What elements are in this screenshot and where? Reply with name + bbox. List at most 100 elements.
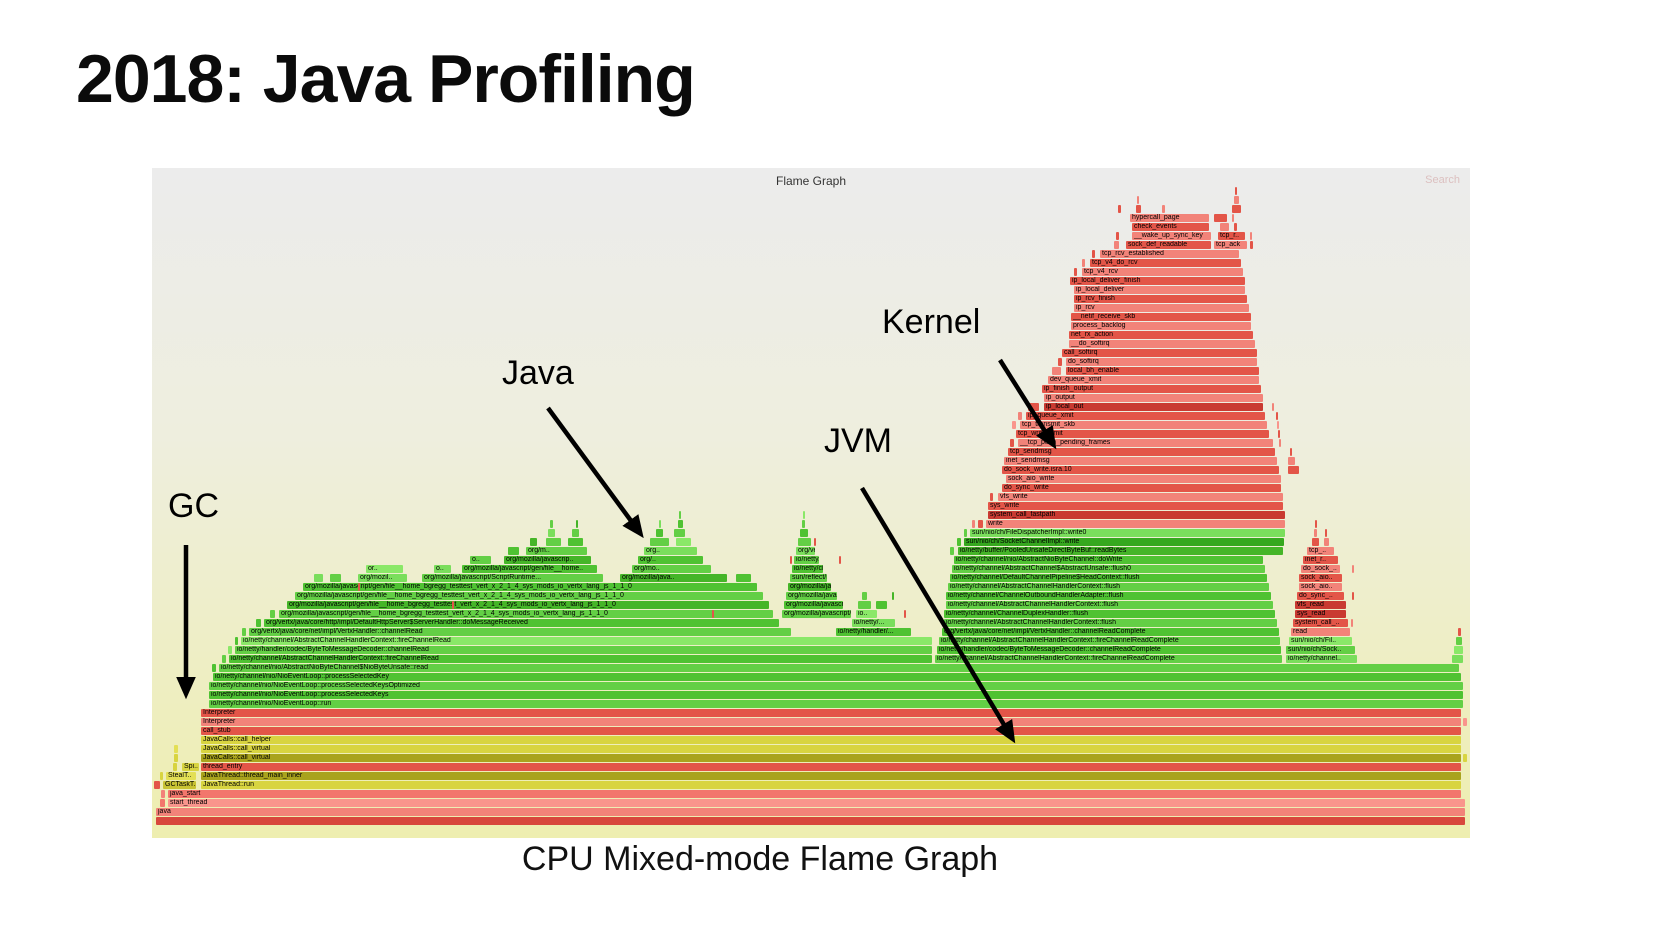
flame-frame[interactable]: io/netty/channel/nio/NioEventLoop::proce… bbox=[209, 691, 1463, 700]
flame-frame[interactable] bbox=[222, 655, 226, 664]
flame-frame[interactable]: tcp_rcv_established bbox=[1100, 250, 1239, 259]
flame-frame[interactable] bbox=[790, 556, 792, 565]
flame-frame[interactable]: inet_sendmsg bbox=[1004, 457, 1277, 466]
flame-frame[interactable] bbox=[1290, 448, 1292, 457]
flame-frame[interactable] bbox=[242, 628, 246, 637]
flame-frame[interactable]: hypercall_page bbox=[1130, 214, 1209, 223]
flame-frame[interactable] bbox=[548, 529, 555, 538]
flame-frame[interactable]: call_softirq bbox=[1062, 349, 1257, 358]
flame-frame[interactable]: __netif_receive_skb bbox=[1071, 313, 1251, 322]
flame-frame[interactable] bbox=[839, 556, 841, 565]
flame-frame[interactable] bbox=[676, 538, 691, 547]
flame-frame[interactable]: org/vertx/java/core/net/impl/VertxHandle… bbox=[249, 628, 791, 637]
flame-frame[interactable] bbox=[674, 529, 685, 538]
flame-frame[interactable]: Spi.. bbox=[182, 763, 199, 772]
flame-frame[interactable] bbox=[174, 754, 178, 763]
flame-frame[interactable]: do_sock_.. bbox=[1301, 565, 1340, 574]
flame-frame[interactable]: io/netty/channel/DefaultChannelPipeline$… bbox=[950, 574, 1267, 583]
flame-frame[interactable] bbox=[798, 538, 811, 547]
flame-frame[interactable]: StealT.. bbox=[166, 772, 196, 781]
flame-frame[interactable]: io/netty/channel/AbstractChannelHandlerC… bbox=[939, 637, 1280, 646]
flame-frame[interactable] bbox=[1452, 655, 1463, 664]
flame-frame[interactable] bbox=[358, 583, 360, 592]
flame-frame[interactable] bbox=[1012, 421, 1016, 430]
flame-frame[interactable] bbox=[1352, 592, 1354, 601]
flame-frame[interactable]: org/mozilla/javascrip... bbox=[786, 592, 837, 601]
flame-frame[interactable]: Interpreter bbox=[201, 709, 1461, 718]
flame-frame[interactable]: ip_local_deliver bbox=[1074, 286, 1245, 295]
flame-frame[interactable]: ip_local_out bbox=[1044, 403, 1263, 412]
flame-frame[interactable] bbox=[1288, 466, 1299, 475]
flame-frame[interactable]: io/netty/channel/AbstractChannel$Abstrac… bbox=[952, 565, 1265, 574]
flame-frame[interactable]: __do_softirq bbox=[1069, 340, 1255, 349]
flame-frame[interactable] bbox=[978, 520, 983, 529]
flame-frame[interactable] bbox=[957, 538, 961, 547]
flame-frame[interactable] bbox=[1214, 214, 1227, 223]
flame-frame[interactable]: system_call_fastpath bbox=[988, 511, 1285, 520]
flame-frame[interactable] bbox=[1351, 619, 1353, 628]
flame-frame[interactable]: io.. bbox=[856, 610, 877, 619]
flame-frame[interactable] bbox=[1272, 403, 1274, 412]
flame-frame[interactable]: io/netty/channel/ChannelDuplexHandler::f… bbox=[944, 610, 1275, 619]
flame-frame[interactable]: org/mozilla/javascript/gen/file__home.. bbox=[462, 565, 597, 574]
flame-frame[interactable]: ip_output bbox=[1044, 394, 1263, 403]
flame-frame[interactable]: ip_queue_xmit bbox=[1026, 412, 1265, 421]
flame-frame[interactable]: io/netty/channel/nio/AbstractNioByteChan… bbox=[954, 556, 1263, 565]
flame-frame[interactable] bbox=[161, 790, 165, 799]
flame-frame[interactable]: org/mozilla/javascript/gen/file__home_bg… bbox=[295, 592, 763, 601]
flame-frame[interactable]: tcp_sendmsg bbox=[1008, 448, 1275, 457]
flame-frame[interactable] bbox=[814, 538, 816, 547]
flame-frame[interactable] bbox=[546, 538, 561, 547]
flame-frame[interactable]: tcp_ack bbox=[1214, 241, 1247, 250]
flame-frame[interactable]: inet_r.. bbox=[1303, 556, 1338, 565]
flame-frame[interactable] bbox=[160, 772, 163, 781]
flame-frame[interactable] bbox=[858, 601, 871, 610]
flame-frame[interactable] bbox=[1454, 646, 1463, 655]
flame-frame[interactable]: org/mozilla/javascrip.. bbox=[788, 583, 831, 592]
flame-frame[interactable] bbox=[568, 538, 583, 547]
flame-frame[interactable]: ip_rcv bbox=[1074, 304, 1249, 313]
flame-frame[interactable]: tcp_r.. bbox=[1218, 232, 1245, 241]
flame-frame[interactable]: sock_aio.. bbox=[1299, 583, 1342, 592]
flame-frame[interactable]: tcp_v4_rcv bbox=[1082, 268, 1243, 277]
flame-frame[interactable]: org/mozilla/javascript/ScriptRuntime... bbox=[422, 574, 603, 583]
flame-frame[interactable]: sun/nio/ch/Fil.. bbox=[1289, 637, 1352, 646]
flame-frame[interactable] bbox=[972, 520, 975, 529]
flame-frame[interactable] bbox=[576, 520, 578, 529]
flame-frame[interactable]: io/netty/channel/AbstractChannelHandlerC… bbox=[229, 655, 932, 664]
flame-frame[interactable]: io/netty/buffer/PooledUnsafeDirectByteBu… bbox=[958, 547, 1283, 556]
flame-frame[interactable] bbox=[1314, 529, 1317, 538]
flame-frame[interactable] bbox=[1276, 412, 1278, 421]
flame-frame[interactable]: call_stub bbox=[201, 727, 1461, 736]
flame-frame[interactable] bbox=[1118, 205, 1121, 214]
flame-frame[interactable]: do_sync_write bbox=[1002, 484, 1281, 493]
flame-frame[interactable]: sun/nio/ch/Sock.. bbox=[1286, 646, 1355, 655]
flame-frame[interactable]: io/netty/c.. bbox=[794, 556, 819, 565]
flame-frame[interactable]: org/vertx/java/core/net/impl/VertxHandle… bbox=[942, 628, 1279, 637]
flame-frame[interactable] bbox=[659, 520, 661, 529]
flame-frame[interactable] bbox=[950, 547, 954, 556]
flame-frame[interactable]: org/vertx.. bbox=[796, 547, 815, 556]
flame-frame[interactable] bbox=[1232, 205, 1241, 214]
flame-frame[interactable]: do_sock_write.isra.10 bbox=[1002, 466, 1279, 475]
flame-frame[interactable]: org/mozilla/javascript/gen/file__home_bg… bbox=[279, 610, 773, 619]
flame-frame[interactable] bbox=[154, 781, 160, 790]
flame-frame[interactable]: java_start bbox=[168, 790, 1461, 799]
flame-frame[interactable] bbox=[1220, 223, 1229, 232]
flame-frame[interactable] bbox=[1312, 538, 1319, 547]
flame-frame[interactable] bbox=[1278, 430, 1280, 439]
search-button[interactable]: Search bbox=[1425, 174, 1460, 186]
flame-frame[interactable]: JavaCalls::call_helper bbox=[201, 736, 1461, 745]
flame-frame[interactable]: io/netty/channel/AbstractChannelHandlerC… bbox=[241, 637, 932, 646]
flame-frame[interactable] bbox=[862, 592, 867, 601]
flame-frame[interactable]: thread_entry bbox=[201, 763, 1461, 772]
flame-frame[interactable] bbox=[1114, 241, 1119, 250]
flame-frame[interactable]: io/netty/channel/AbstractChannelHandlerC… bbox=[935, 655, 1282, 664]
flame-frame[interactable]: start_thread bbox=[168, 799, 1465, 808]
flame-frame[interactable]: sock_aio.. bbox=[1299, 574, 1342, 583]
flame-frame[interactable]: sys_write bbox=[988, 502, 1283, 511]
flame-frame[interactable] bbox=[1352, 565, 1354, 574]
flame-frame[interactable]: sys_read bbox=[1295, 610, 1346, 619]
flame-frame[interactable] bbox=[1116, 232, 1119, 241]
flame-frame[interactable] bbox=[1010, 439, 1014, 448]
